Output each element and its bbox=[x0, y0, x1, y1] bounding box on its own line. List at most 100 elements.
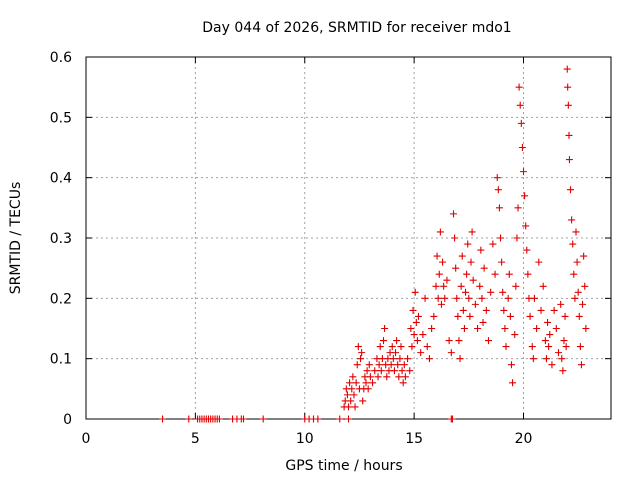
data-point bbox=[364, 385, 372, 393]
data-point bbox=[580, 252, 588, 260]
data-point bbox=[404, 355, 412, 363]
data-point bbox=[500, 306, 508, 314]
data-point bbox=[463, 270, 471, 278]
data-point bbox=[520, 168, 527, 176]
y-gridlines bbox=[86, 116, 611, 360]
data-point bbox=[537, 306, 545, 314]
data-point bbox=[421, 294, 429, 302]
data-point bbox=[565, 156, 573, 164]
data-point bbox=[437, 300, 445, 308]
x-tick-label: 10 bbox=[296, 431, 314, 447]
data-point bbox=[359, 397, 367, 405]
data-point bbox=[396, 355, 404, 363]
data-point bbox=[513, 234, 521, 242]
data-point bbox=[430, 312, 438, 320]
y-tick-label: 0.4 bbox=[50, 171, 72, 187]
data-point bbox=[413, 337, 421, 345]
data-point bbox=[389, 355, 397, 363]
data-point bbox=[539, 282, 547, 290]
x-axis-label: GPS time / hours bbox=[285, 458, 402, 474]
data-point bbox=[362, 379, 370, 387]
y-tick-label: 0.1 bbox=[50, 352, 72, 368]
data-point bbox=[581, 282, 589, 290]
data-point bbox=[558, 355, 566, 363]
data-point bbox=[560, 337, 568, 345]
data-point bbox=[555, 349, 562, 357]
data-point bbox=[469, 276, 477, 284]
data-point bbox=[387, 361, 395, 369]
data-point bbox=[383, 373, 391, 381]
data-point bbox=[388, 343, 396, 351]
data-point bbox=[494, 186, 502, 194]
data-point bbox=[407, 325, 415, 332]
data-point bbox=[185, 415, 193, 423]
data-point bbox=[400, 361, 408, 369]
data-point bbox=[466, 312, 474, 320]
data-point bbox=[577, 361, 585, 369]
data-point bbox=[410, 331, 418, 339]
data-point bbox=[419, 331, 427, 339]
data-point bbox=[545, 343, 553, 351]
data-point bbox=[452, 264, 460, 272]
data-point bbox=[562, 343, 570, 351]
data-point bbox=[567, 186, 575, 194]
data-point bbox=[512, 282, 520, 290]
data-point bbox=[259, 415, 267, 423]
data-point bbox=[477, 246, 485, 254]
data-point bbox=[493, 174, 501, 182]
data-point bbox=[568, 216, 576, 224]
data-point bbox=[479, 318, 487, 326]
data-point bbox=[425, 355, 433, 363]
data-point bbox=[398, 367, 406, 375]
data-point bbox=[440, 282, 448, 290]
data-point bbox=[397, 343, 405, 351]
data-point bbox=[528, 343, 536, 351]
data-point bbox=[557, 300, 565, 308]
data-point bbox=[455, 337, 463, 345]
data-point bbox=[390, 367, 398, 375]
data-point bbox=[415, 312, 422, 320]
data-point bbox=[530, 294, 538, 302]
data-point bbox=[491, 270, 499, 278]
data-point bbox=[564, 101, 572, 109]
data-point bbox=[526, 312, 534, 320]
data-point bbox=[459, 306, 467, 314]
data-point bbox=[343, 391, 351, 399]
axis-ticks bbox=[85, 56, 611, 420]
data-point bbox=[572, 228, 580, 236]
data-point bbox=[501, 325, 509, 332]
data-point bbox=[564, 83, 572, 91]
data-point bbox=[454, 312, 462, 320]
data-point bbox=[447, 349, 455, 357]
data-point bbox=[354, 343, 362, 351]
data-point bbox=[582, 325, 590, 332]
data-point bbox=[363, 367, 371, 375]
data-point bbox=[448, 415, 456, 423]
data-point bbox=[376, 343, 384, 351]
data-point bbox=[428, 325, 436, 332]
data-point bbox=[511, 331, 519, 339]
data-point bbox=[565, 131, 573, 139]
data-point bbox=[348, 385, 356, 393]
data-point bbox=[505, 270, 513, 278]
data-point bbox=[345, 415, 352, 423]
data-point bbox=[369, 379, 377, 387]
x-tick-label: 0 bbox=[82, 431, 91, 447]
data-point bbox=[518, 144, 526, 151]
data-point bbox=[499, 288, 507, 296]
data-point bbox=[351, 403, 359, 411]
data-point bbox=[401, 373, 409, 381]
data-point bbox=[515, 83, 523, 91]
data-point bbox=[394, 361, 402, 369]
data-point bbox=[471, 300, 479, 308]
x-tick-labels: 0 5 10 15 20 bbox=[82, 431, 533, 447]
data-point bbox=[336, 415, 344, 423]
data-point bbox=[476, 282, 484, 290]
data-point bbox=[548, 361, 556, 369]
data-point bbox=[408, 343, 416, 351]
data-point bbox=[450, 210, 457, 218]
data-point bbox=[345, 403, 352, 411]
data-point bbox=[439, 258, 447, 266]
data-point bbox=[497, 234, 505, 242]
